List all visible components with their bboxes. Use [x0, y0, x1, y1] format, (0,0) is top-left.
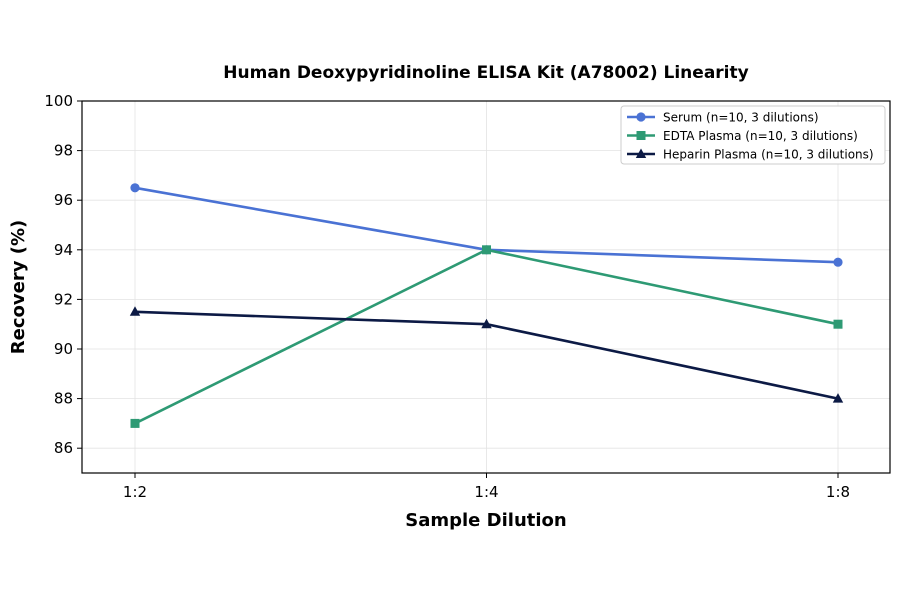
x-axis-label: Sample Dilution: [405, 510, 566, 531]
legend-label: EDTA Plasma (n=10, 3 dilutions): [663, 129, 858, 143]
series-layer: [129, 183, 844, 428]
legend-marker: [635, 148, 647, 158]
legend-marker: [636, 131, 646, 140]
legend-item: EDTA Plasma (n=10, 3 dilutions): [627, 129, 858, 143]
legend-frame: [620, 105, 886, 165]
legend-item: Serum (n=10, 3 dilutions): [627, 111, 819, 125]
y-axis-label: Recovery (%): [8, 220, 29, 354]
legend: Serum (n=10, 3 dilutions) EDTA Plasma (n=…: [620, 105, 886, 165]
y-tick-label: 98: [54, 142, 73, 160]
data-point: [130, 183, 140, 193]
data-point: [833, 257, 843, 267]
data-point: [130, 418, 140, 428]
data-point: [481, 318, 492, 329]
y-tick-label: 90: [54, 340, 73, 358]
chart-title: Human Deoxypyridinoline ELISA Kit (A7800…: [223, 63, 748, 83]
x-axis-ticks: 1:2 1:4 1:8: [123, 473, 850, 501]
y-tick-label: 92: [54, 290, 73, 308]
y-tick-label: 88: [54, 390, 73, 408]
x-tick-label: 1:4: [474, 483, 498, 501]
data-point: [129, 306, 141, 316]
legend-marker: [636, 112, 646, 122]
x-tick-label: 1:8: [826, 483, 850, 501]
y-tick-label: 94: [54, 241, 73, 259]
data-point: [482, 245, 491, 255]
y-tick-label: 96: [54, 191, 73, 209]
y-tick-label: 100: [44, 92, 73, 110]
data-point: [832, 393, 844, 403]
data-point: [833, 319, 843, 329]
series-3: [129, 306, 844, 403]
series-2: [130, 245, 843, 428]
x-tick-label: 1:2: [123, 483, 147, 501]
legend-label: Serum (n=10, 3 dilutions): [663, 111, 819, 125]
legend-label: Heparin Plasma (n=10, 3 dilutions): [663, 148, 874, 162]
y-axis-ticks: 86 88 90 92 94 96 98 100: [44, 92, 82, 457]
legend-item: Heparin Plasma (n=10, 3 dilutions): [627, 148, 874, 162]
y-tick-label: 86: [54, 439, 73, 457]
